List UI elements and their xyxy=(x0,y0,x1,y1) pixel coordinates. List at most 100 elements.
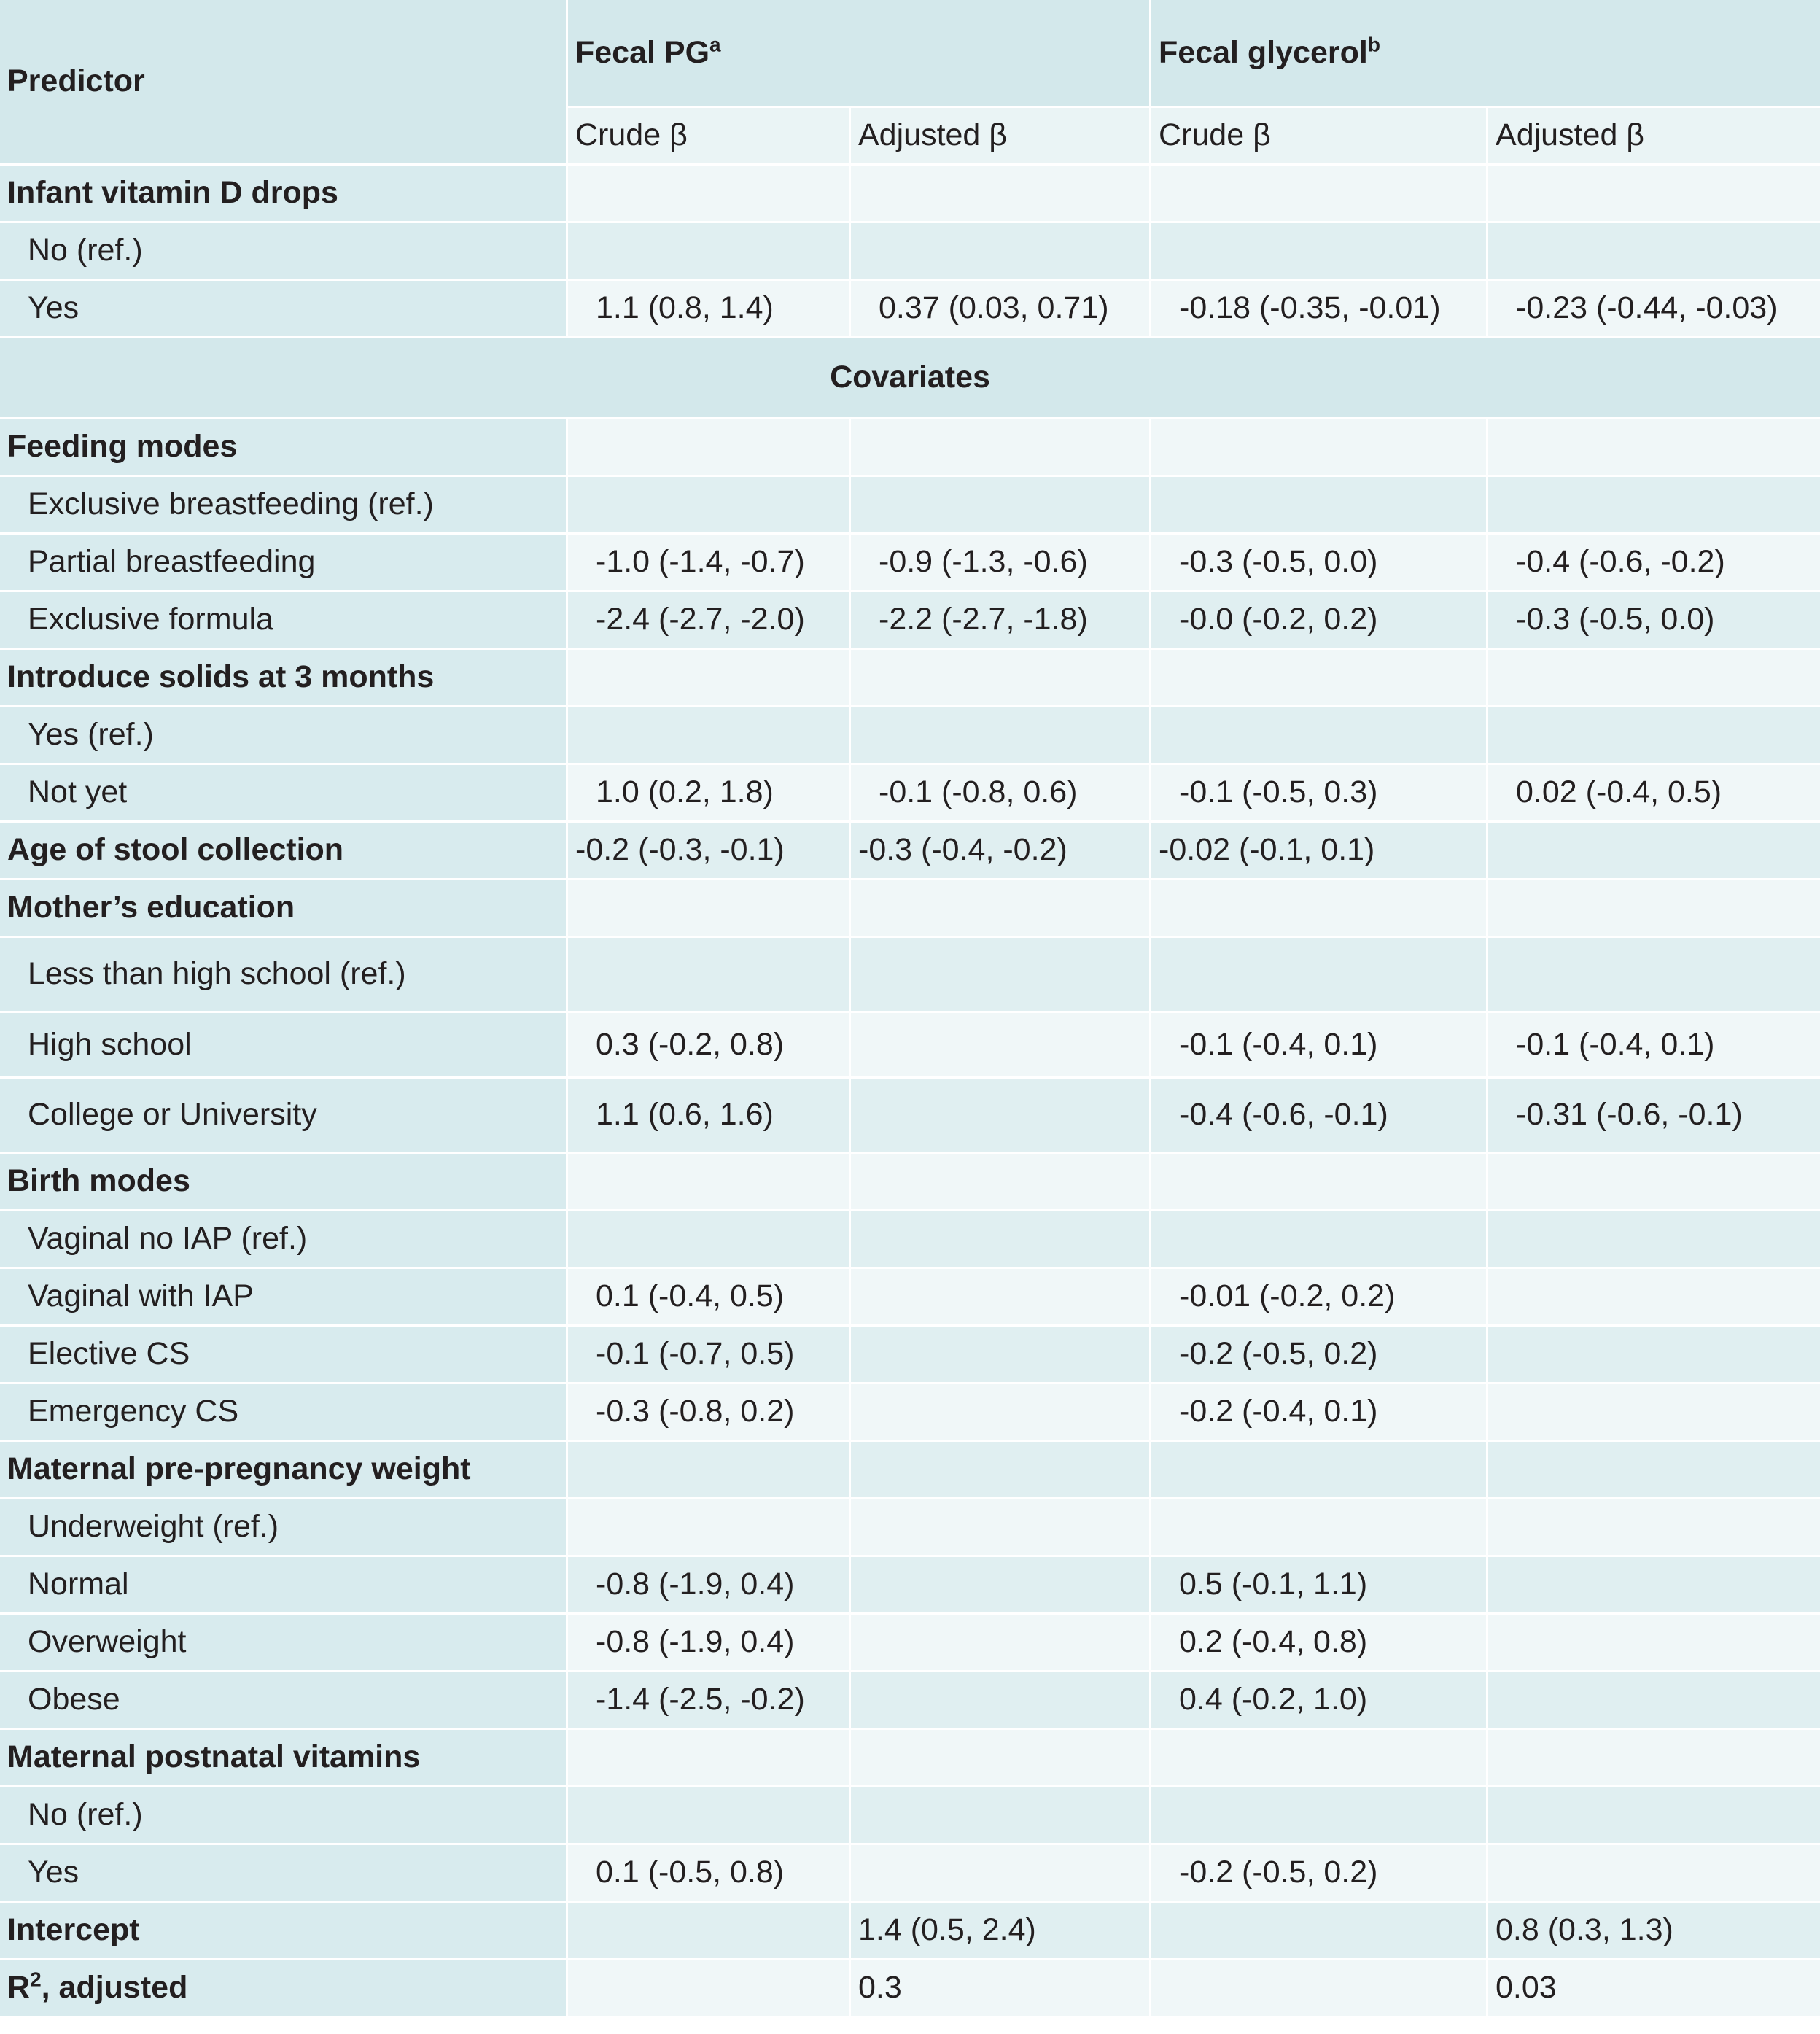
row-label: Elective CS xyxy=(0,1327,568,1384)
table-row: Elective CS -0.1 (-0.7, 0.5) -0.2 (-0.5,… xyxy=(0,1327,1820,1384)
cell-pg-adjusted: 0.3 xyxy=(851,1960,1152,2018)
table-row: Obese -1.4 (-2.5, -0.2) 0.4 (-0.2, 1.0) xyxy=(0,1672,1820,1730)
cell-pg-crude: -0.3 (-0.8, 0.2) xyxy=(568,1384,851,1442)
cell-gly-crude: -0.1 (-0.5, 0.3) xyxy=(1151,765,1489,823)
table-row: No (ref.) xyxy=(0,223,1820,281)
cell-gly-crude: -0.02 (-0.1, 0.1) xyxy=(1151,823,1489,880)
table-row: Feeding modes xyxy=(0,419,1820,477)
table-row: College or University 1.1 (0.6, 1.6) -0.… xyxy=(0,1079,1820,1154)
cell-gly-adjusted: -0.3 (-0.5, 0.0) xyxy=(1488,592,1820,650)
row-label: Intercept xyxy=(0,1903,568,1960)
cell-gly-adjusted: -0.23 (-0.44, -0.03) xyxy=(1488,281,1820,338)
cell-gly-crude: -0.4 (-0.6, -0.1) xyxy=(1151,1079,1489,1154)
row-label: Mother’s education xyxy=(0,880,568,938)
table-row: R2, adjusted 0.3 0.03 xyxy=(0,1960,1820,2018)
cell-pg-crude: -0.2 (-0.3, -0.1) xyxy=(568,823,851,880)
cell-gly-adjusted: -0.1 (-0.4, 0.1) xyxy=(1488,1013,1820,1079)
row-label: Feeding modes xyxy=(0,419,568,477)
row-label: Emergency CS xyxy=(0,1384,568,1442)
row-label: Normal xyxy=(0,1557,568,1615)
table-row: Partial breastfeeding -1.0 (-1.4, -0.7) … xyxy=(0,535,1820,592)
table-row: Overweight -0.8 (-1.9, 0.4) 0.2 (-0.4, 0… xyxy=(0,1615,1820,1672)
header-pg-adjusted: Adjusted β xyxy=(851,108,1152,166)
table-row: Exclusive breastfeeding (ref.) xyxy=(0,477,1820,535)
row-label: No (ref.) xyxy=(0,1787,568,1845)
cell-gly-adjusted: 0.02 (-0.4, 0.5) xyxy=(1488,765,1820,823)
table-row: Underweight (ref.) xyxy=(0,1499,1820,1557)
cell-pg-crude: 0.1 (-0.4, 0.5) xyxy=(568,1269,851,1327)
table-row: Mother’s education xyxy=(0,880,1820,938)
covariates-heading: Covariates xyxy=(0,338,1820,419)
table-row: Yes 0.1 (-0.5, 0.8) -0.2 (-0.5, 0.2) xyxy=(0,1845,1820,1903)
cell-gly-adjusted: 0.8 (0.3, 1.3) xyxy=(1488,1903,1820,1960)
cell-gly-crude: 0.4 (-0.2, 1.0) xyxy=(1151,1672,1489,1730)
cell-pg-crude: -1.4 (-2.5, -0.2) xyxy=(568,1672,851,1730)
cell-gly-crude: 0.2 (-0.4, 0.8) xyxy=(1151,1615,1489,1672)
cell-pg-crude: -0.8 (-1.9, 0.4) xyxy=(568,1557,851,1615)
header-pg-crude: Crude β xyxy=(568,108,851,166)
table-row: Age of stool collection -0.2 (-0.3, -0.1… xyxy=(0,823,1820,880)
header-gly-crude: Crude β xyxy=(1151,108,1489,166)
row-label: Birth modes xyxy=(0,1154,568,1211)
cell-pg-crude: 1.1 (0.8, 1.4) xyxy=(568,281,851,338)
table-row: Yes (ref.) xyxy=(0,707,1820,765)
cell-gly-adjusted: -0.4 (-0.6, -0.2) xyxy=(1488,535,1820,592)
table-row: Intercept 1.4 (0.5, 2.4) 0.8 (0.3, 1.3) xyxy=(0,1903,1820,1960)
cell-gly-crude: -0.2 (-0.5, 0.2) xyxy=(1151,1845,1489,1903)
table-row: Not yet 1.0 (0.2, 1.8) -0.1 (-0.8, 0.6) … xyxy=(0,765,1820,823)
cell-gly-crude: -0.0 (-0.2, 0.2) xyxy=(1151,592,1489,650)
table-row: Birth modes xyxy=(0,1154,1820,1211)
row-label: College or University xyxy=(0,1079,568,1154)
table-row: Emergency CS -0.3 (-0.8, 0.2) -0.2 (-0.4… xyxy=(0,1384,1820,1442)
cell-gly-crude: -0.2 (-0.4, 0.1) xyxy=(1151,1384,1489,1442)
row-label: Infant vitamin D drops xyxy=(0,166,568,223)
cell-gly-crude: -0.3 (-0.5, 0.0) xyxy=(1151,535,1489,592)
cell-gly-crude: -0.2 (-0.5, 0.2) xyxy=(1151,1327,1489,1384)
row-label: Vaginal with IAP xyxy=(0,1269,568,1327)
cell-pg-adjusted: -0.9 (-1.3, -0.6) xyxy=(851,535,1152,592)
table-row: Infant vitamin D drops xyxy=(0,166,1820,223)
row-label: Yes xyxy=(0,281,568,338)
row-label: Maternal postnatal vitamins xyxy=(0,1730,568,1787)
row-label: Overweight xyxy=(0,1615,568,1672)
row-label: R2, adjusted xyxy=(0,1960,568,2018)
row-label: Vaginal no IAP (ref.) xyxy=(0,1211,568,1269)
row-label: Age of stool collection xyxy=(0,823,568,880)
header-fecal-pg: Fecal PGa xyxy=(568,0,1152,108)
cell-pg-crude: -0.1 (-0.7, 0.5) xyxy=(568,1327,851,1384)
row-label: No (ref.) xyxy=(0,223,568,281)
row-label: Less than high school (ref.) xyxy=(0,938,568,1013)
header-fecal-glycerol: Fecal glycerolb xyxy=(1151,0,1820,108)
cell-pg-crude: 1.0 (0.2, 1.8) xyxy=(568,765,851,823)
row-label: Exclusive formula xyxy=(0,592,568,650)
table-row: No (ref.) xyxy=(0,1787,1820,1845)
row-label: Yes xyxy=(0,1845,568,1903)
cell-gly-crude: -0.01 (-0.2, 0.2) xyxy=(1151,1269,1489,1327)
table-row: Normal -0.8 (-1.9, 0.4) 0.5 (-0.1, 1.1) xyxy=(0,1557,1820,1615)
cell-pg-adjusted: -0.1 (-0.8, 0.6) xyxy=(851,765,1152,823)
table-row: Vaginal with IAP 0.1 (-0.4, 0.5) -0.01 (… xyxy=(0,1269,1820,1327)
table-row: Exclusive formula -2.4 (-2.7, -2.0) -2.2… xyxy=(0,592,1820,650)
table-row: Less than high school (ref.) xyxy=(0,938,1820,1013)
cell-pg-adjusted: 1.4 (0.5, 2.4) xyxy=(851,1903,1152,1960)
table-row: Yes 1.1 (0.8, 1.4) 0.37 (0.03, 0.71) -0.… xyxy=(0,281,1820,338)
row-label: Maternal pre-pregnancy weight xyxy=(0,1442,568,1499)
cell-pg-adjusted: 0.37 (0.03, 0.71) xyxy=(851,281,1152,338)
cell-pg-adjusted: -0.3 (-0.4, -0.2) xyxy=(851,823,1152,880)
row-label: Exclusive breastfeeding (ref.) xyxy=(0,477,568,535)
table-row: Maternal pre-pregnancy weight xyxy=(0,1442,1820,1499)
cell-pg-crude: 1.1 (0.6, 1.6) xyxy=(568,1079,851,1154)
cell-pg-adjusted: -2.2 (-2.7, -1.8) xyxy=(851,592,1152,650)
table-row: Vaginal no IAP (ref.) xyxy=(0,1211,1820,1269)
cell-pg-crude: 0.1 (-0.5, 0.8) xyxy=(568,1845,851,1903)
row-label: Introduce solids at 3 months xyxy=(0,650,568,707)
row-label: Not yet xyxy=(0,765,568,823)
cell-gly-crude: -0.1 (-0.4, 0.1) xyxy=(1151,1013,1489,1079)
cell-pg-crude: -0.8 (-1.9, 0.4) xyxy=(568,1615,851,1672)
cell-gly-crude: 0.5 (-0.1, 1.1) xyxy=(1151,1557,1489,1615)
header-predictor: Predictor xyxy=(0,0,568,166)
cell-pg-crude: -2.4 (-2.7, -2.0) xyxy=(568,592,851,650)
table-row: Introduce solids at 3 months xyxy=(0,650,1820,707)
cell-pg-crude: -1.0 (-1.4, -0.7) xyxy=(568,535,851,592)
